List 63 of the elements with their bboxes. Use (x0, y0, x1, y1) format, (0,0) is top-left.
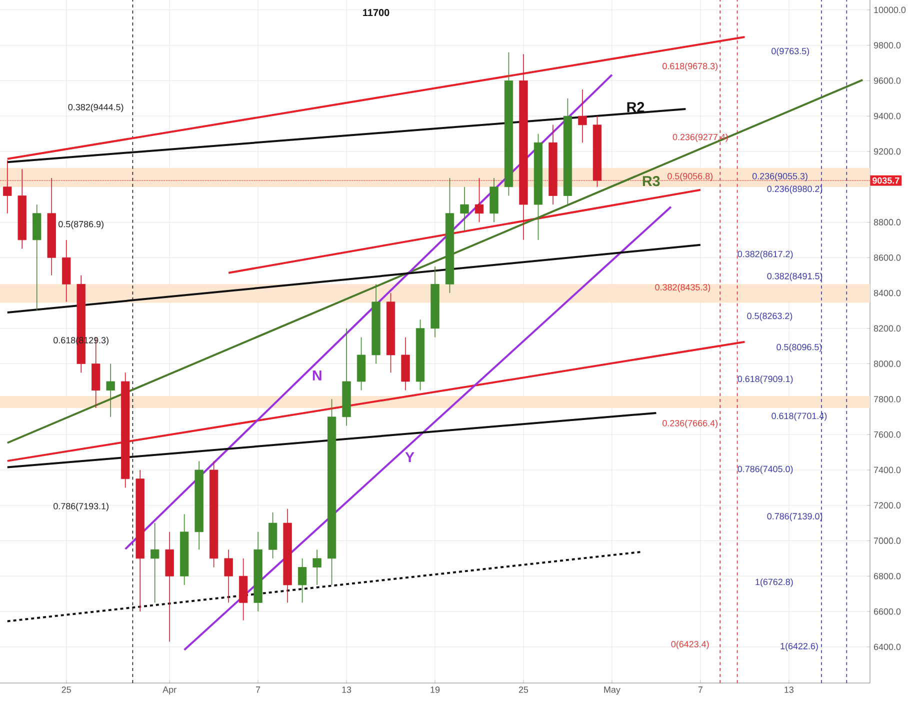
candlestick (474, 178, 484, 223)
annotation: 0.618(7701.4) (772, 412, 827, 421)
annotation: 0.786(7193.1) (54, 502, 108, 512)
y-tick-label: 6600.0 (874, 608, 901, 615)
annotation: 0.382(9444.5) (68, 104, 124, 112)
y-tick-label: 7600.0 (874, 431, 901, 438)
annotation: 0.5(8786.9) (58, 220, 104, 230)
candlestick (150, 522, 160, 604)
y-tick-label: 7400.0 (874, 466, 901, 474)
series-label: N (312, 370, 322, 380)
candlestick (578, 89, 587, 144)
candlestick (3, 160, 12, 214)
y-tick-label: 9600.0 (874, 78, 901, 84)
y-tick-label: 7000.0 (874, 538, 901, 544)
annotation: 0.236(7666.4) (662, 420, 718, 428)
series-label: R3 (642, 176, 660, 186)
x-tick-label: 13 (342, 686, 352, 693)
series-label: Y (405, 452, 414, 462)
x-tick-label: Apr (162, 686, 176, 695)
y-tick-label: 8000.0 (874, 360, 901, 367)
annotation: 0.5(8096.5) (776, 344, 822, 352)
annotation: 0.786(7405.0) (738, 466, 793, 474)
y-tick-label: 10000.0 (874, 6, 906, 14)
annotation: 0.618(9678.3) (662, 62, 718, 72)
x-tick-label: 13 (784, 686, 794, 693)
y-tick-label: 9400.0 (874, 112, 901, 120)
y-tick-label: 7200.0 (874, 502, 901, 509)
x-tick-label: 7 (256, 686, 260, 693)
annotation: 1(6762.8) (756, 578, 793, 587)
annotation: 0.5(8263.2) (747, 312, 792, 321)
candlestick (106, 363, 115, 418)
candlestick (312, 549, 322, 586)
annotation: 0.236(9055.3) (752, 172, 808, 182)
annotation: 0.382(8617.2) (738, 250, 793, 259)
x-tick-label: 19 (430, 686, 440, 693)
candlestick (224, 549, 233, 604)
x-tick-label: 25 (518, 686, 528, 693)
y-tick-label: 9200.0 (874, 148, 901, 155)
y-tick-label: 6400.0 (874, 644, 901, 650)
y-tick-label: 8600.0 (874, 254, 901, 261)
ref-line-label: 9035.7 (872, 177, 900, 184)
annotation: 0.5(9056.8) (668, 172, 712, 182)
series-label: R2 (627, 102, 644, 112)
y-tick-label: 8200.0 (874, 325, 901, 332)
y-tick-label: 7800.0 (874, 396, 901, 402)
y-tick-label: 6800.0 (874, 572, 901, 580)
annotation: 0.236(8980.2) (767, 186, 822, 194)
annotation: 0.786(7139.0) (767, 512, 822, 522)
y-tick-label: 8800.0 (874, 219, 901, 226)
annotation: 0.618(7909.1) (738, 376, 793, 384)
x-tick-label: 25 (62, 686, 71, 693)
x-tick-label: May (604, 686, 620, 695)
annotation: 0(6423.4) (671, 640, 709, 650)
annotation: 0.382(8435.3) (655, 284, 710, 292)
x-tick-label: 7 (698, 686, 702, 693)
annotation: 1(6422.6) (780, 642, 818, 652)
y-tick-label: 9800.0 (874, 42, 901, 48)
annotation: 11700 (363, 9, 390, 16)
annotation: 0(9763.5) (772, 48, 810, 56)
annotation: 0.382(8491.5) (767, 272, 822, 282)
candlestick (298, 558, 307, 604)
candlestick (460, 186, 469, 232)
y-tick-label: 8400.0 (874, 290, 901, 296)
